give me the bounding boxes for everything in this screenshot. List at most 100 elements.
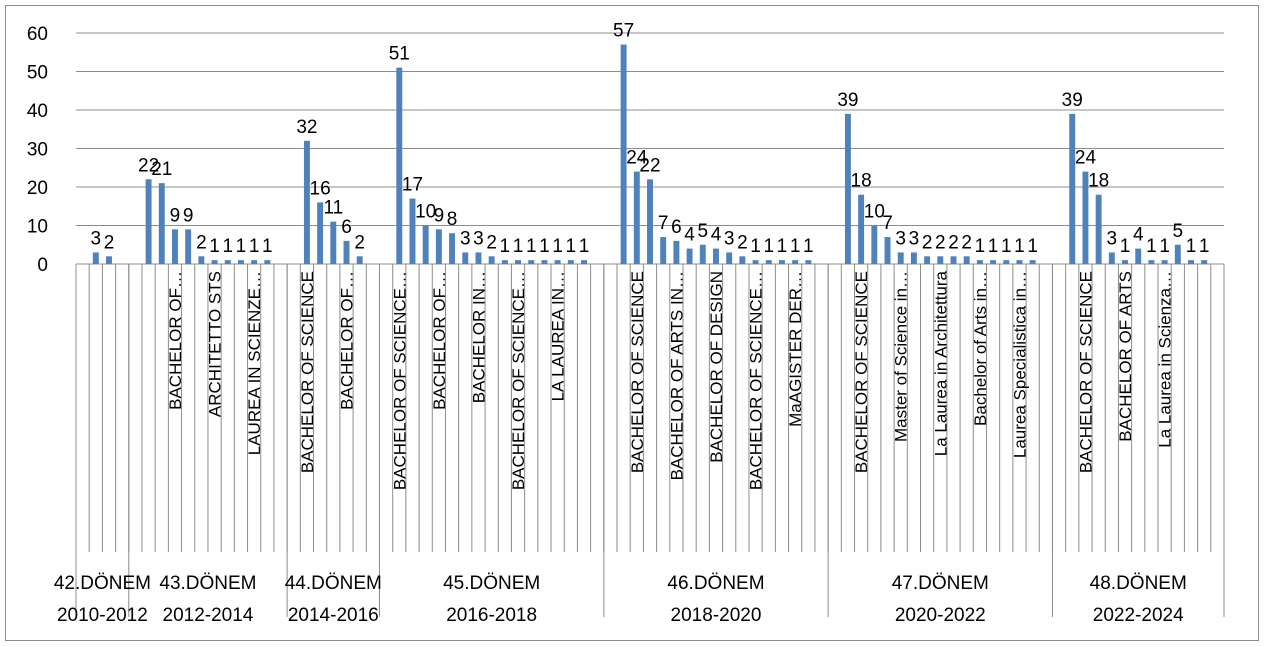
data-label: 9 (434, 205, 445, 226)
data-label: 11 (323, 198, 343, 219)
y-tick-label: 20 (27, 178, 48, 199)
bar (937, 256, 944, 264)
group-label-term: 47.DÖNEM (892, 573, 989, 594)
group-label-years: 2020-2022 (895, 605, 986, 626)
bar (673, 240, 680, 264)
bar (699, 244, 706, 264)
bar (924, 256, 931, 264)
bar (660, 237, 667, 264)
data-label: 1 (262, 236, 273, 257)
data-label: 7 (658, 213, 669, 234)
bar (528, 260, 535, 264)
data-label: 8 (447, 209, 458, 230)
bar (844, 113, 851, 264)
bar (224, 260, 231, 264)
category-label: Laurea Specialistica in… (1010, 271, 1029, 458)
bar (713, 248, 719, 264)
bar (726, 252, 733, 264)
group-label-years: 2016-2018 (446, 605, 537, 626)
data-label: 32 (296, 117, 317, 138)
group-label-term: 42.DÖNEM (54, 573, 151, 594)
bar (409, 198, 416, 264)
category-label: MaAGISTER DER… (786, 271, 805, 427)
bar (739, 256, 746, 264)
bar (1188, 260, 1194, 264)
bar (462, 252, 469, 264)
bar (990, 260, 997, 264)
bar (1201, 260, 1208, 264)
group-label-years: 2012-2014 (163, 605, 254, 626)
group-label-term: 45.DÖNEM (443, 573, 540, 594)
category-label: BACHELOR OF ARTS IN… (667, 271, 686, 480)
y-tick-label: 60 (27, 24, 48, 45)
data-label: 22 (138, 155, 159, 176)
category-label: BACHELOR OF… (338, 271, 357, 410)
bar (950, 256, 957, 264)
data-label: 1 (1120, 236, 1131, 257)
data-label: 39 (1062, 90, 1083, 111)
data-label: 5 (697, 221, 708, 242)
data-label: 1 (222, 236, 233, 257)
bar (1003, 260, 1010, 264)
bar (620, 44, 627, 264)
bar (1108, 252, 1115, 264)
data-label: 2 (354, 232, 365, 253)
bar (633, 171, 640, 264)
data-label: 3 (91, 228, 102, 249)
bar (963, 256, 970, 264)
data-label: 6 (671, 217, 682, 238)
data-label: 1 (209, 236, 220, 257)
data-label: 22 (639, 155, 660, 176)
data-label: 1 (500, 236, 511, 257)
bar (778, 260, 785, 264)
data-label: 51 (389, 44, 410, 65)
data-label: 1 (750, 236, 761, 257)
bar (501, 260, 508, 264)
data-label: 1 (1027, 236, 1038, 257)
bar (567, 260, 574, 264)
data-label: 1 (1186, 236, 1197, 257)
category-label: BACHELOR OF SCIENCE… (747, 271, 766, 490)
bar (145, 179, 152, 264)
category-label: BACHELOR IN… (469, 271, 488, 403)
data-label: 6 (341, 217, 352, 238)
data-label: 1 (1159, 236, 1170, 257)
data-label: 2 (948, 232, 959, 253)
data-label: 1 (975, 236, 986, 257)
bar (1069, 113, 1076, 264)
bar (211, 260, 218, 264)
category-label: BACHELOR OF SCIENCE (298, 271, 317, 473)
group-label-years: 2022-2024 (1093, 605, 1184, 626)
data-label: 4 (684, 225, 695, 246)
data-label: 1 (566, 236, 577, 257)
category-label: BACHELOR OF SCIENCE (1076, 271, 1095, 473)
data-label: 3 (909, 228, 920, 249)
data-label: 4 (711, 225, 722, 246)
bar (106, 256, 112, 264)
data-label: 16 (310, 178, 331, 199)
data-label: 3 (724, 228, 735, 249)
data-label: 2 (737, 232, 748, 253)
data-label: 1 (249, 236, 260, 257)
bar (171, 229, 178, 264)
chart-container: 0 10 20 30 40 50 60 3 2 22 21 9 BACHELOR OF… 9 2 1 ARCHI… (5, 5, 1259, 641)
data-label: 2 (961, 232, 972, 253)
category-label: BACHELOR OF… (430, 271, 449, 410)
bar (792, 260, 799, 264)
data-label: 10 (864, 202, 885, 223)
group-label-term: 44.DÖNEM (285, 573, 382, 594)
category-label: BACHELOR OF DESIGN (707, 271, 726, 463)
data-label: 1 (790, 236, 801, 257)
bar (515, 260, 522, 264)
bar (1016, 260, 1023, 264)
group-label-term: 48.DÖNEM (1090, 573, 1187, 594)
bar (237, 260, 244, 264)
bar (343, 240, 350, 264)
data-label: 3 (1107, 228, 1118, 249)
bar (198, 256, 205, 264)
bar (396, 67, 403, 265)
data-label: 18 (1088, 171, 1109, 192)
data-label: 1 (1199, 236, 1210, 257)
bar (303, 140, 310, 264)
